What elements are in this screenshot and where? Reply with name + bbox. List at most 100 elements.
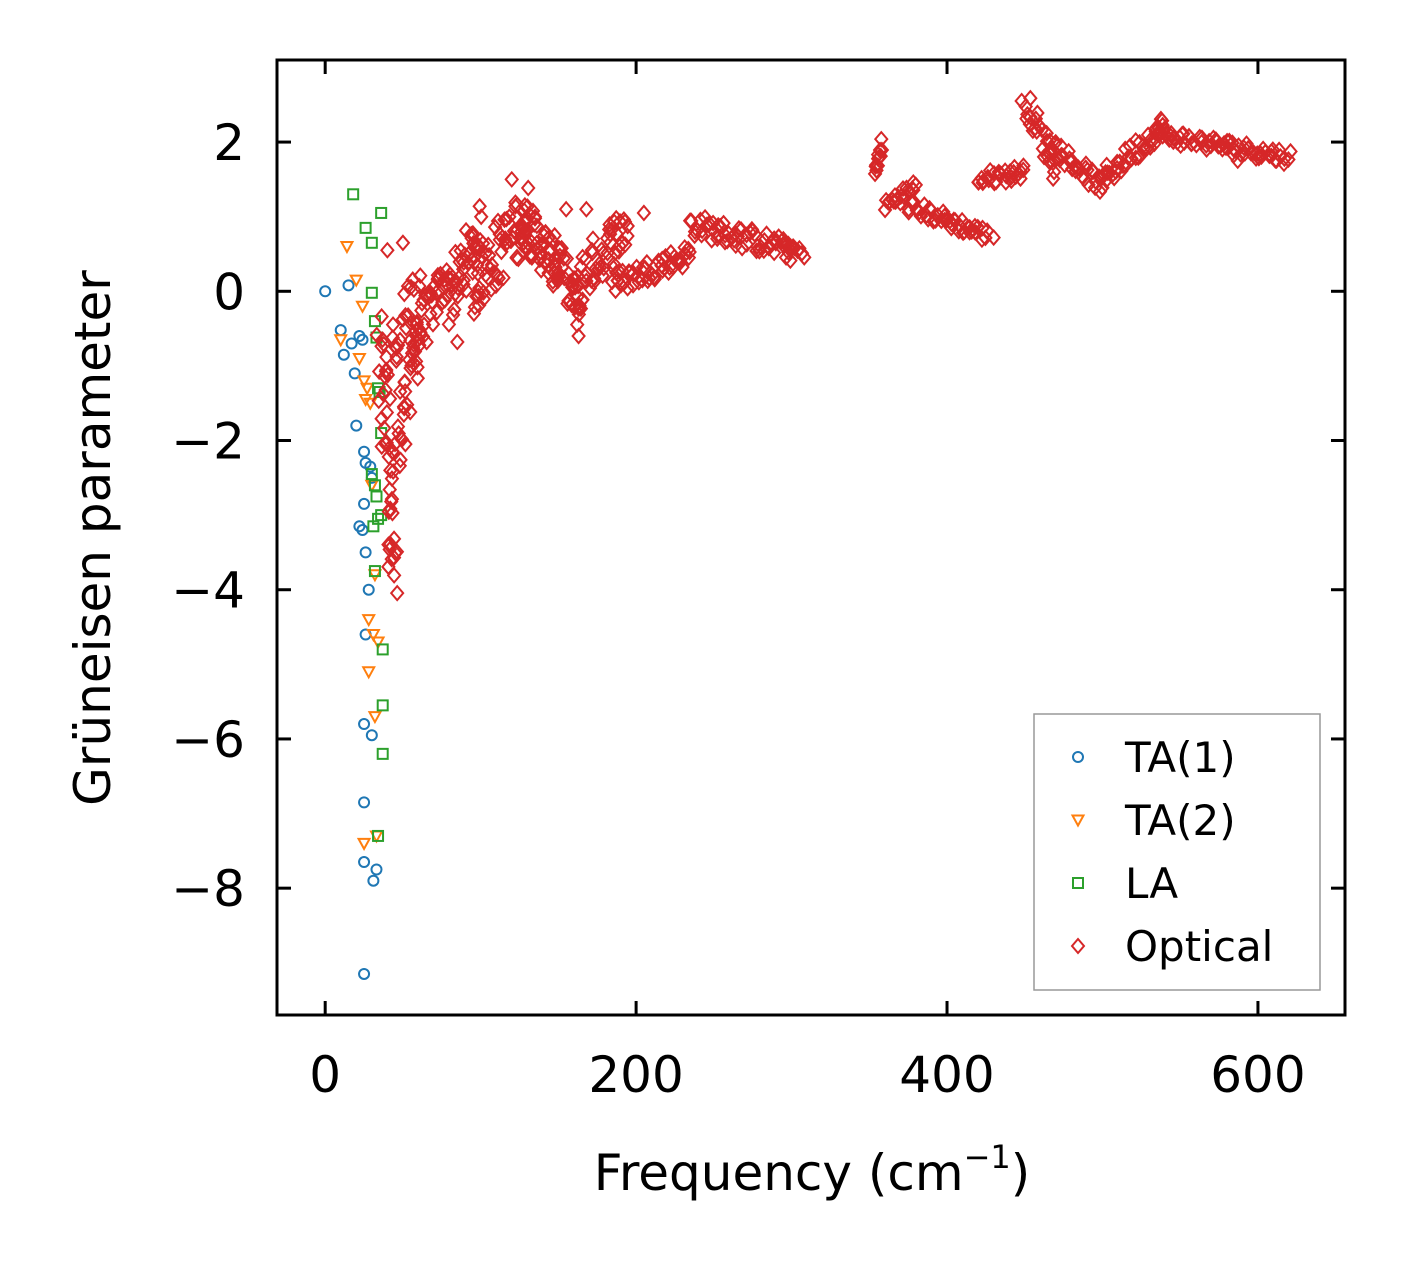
data-point [337, 348, 350, 361]
data-point [359, 221, 372, 234]
data-point [381, 536, 396, 554]
data-point [395, 310, 411, 328]
data-point [426, 277, 442, 295]
data-point [1198, 136, 1214, 154]
data-point [397, 373, 413, 391]
data-point [457, 246, 473, 264]
data-point [620, 217, 635, 235]
data-point [377, 434, 393, 452]
y-tick-label: −4 [171, 562, 245, 620]
data-point [682, 243, 697, 261]
data-point [739, 235, 755, 253]
y-axis-label: Grüneisen parameter [64, 270, 122, 806]
data-point [319, 285, 332, 298]
data-point [759, 225, 774, 243]
data-point [607, 244, 623, 262]
data-point [370, 636, 386, 650]
data-point [366, 628, 381, 643]
data-point [1053, 137, 1069, 155]
data-point [361, 614, 376, 628]
data-point [400, 307, 416, 325]
data-point [476, 283, 491, 301]
data-point [465, 224, 481, 242]
data-point [467, 298, 483, 316]
data-point [873, 130, 889, 148]
data-point [365, 286, 378, 299]
data-point [499, 233, 515, 252]
data-point [397, 383, 413, 401]
data-point [370, 863, 383, 876]
data-point [1023, 89, 1038, 107]
data-point [375, 206, 388, 219]
data-point [358, 967, 371, 980]
data-point [449, 273, 464, 291]
data-point [612, 237, 627, 255]
data-point [579, 200, 594, 218]
data-point [355, 300, 370, 314]
data-point [411, 277, 427, 295]
data-point [367, 711, 383, 725]
data-point [333, 334, 348, 348]
data-point [406, 281, 422, 299]
data-point [734, 239, 750, 257]
data-point [1269, 152, 1284, 170]
data-point [349, 274, 364, 288]
data-point [361, 666, 376, 680]
legend-la-label: LA [1125, 859, 1178, 908]
data-point [575, 291, 590, 309]
data-point [386, 566, 402, 584]
data-point [372, 829, 385, 842]
data-point [471, 296, 487, 314]
data-point [358, 796, 371, 809]
data-point [359, 546, 372, 559]
data-point [392, 457, 408, 475]
data-point [1092, 183, 1108, 201]
data-point [527, 209, 543, 227]
data-point [796, 248, 812, 266]
data-point [524, 233, 539, 251]
data-point [371, 392, 387, 410]
data-point [1045, 170, 1061, 188]
x-axis-ticks: 0 200 400 600 [309, 60, 1306, 1104]
data-point [603, 234, 618, 252]
data-point [358, 497, 371, 510]
data-point [1128, 149, 1144, 167]
x-tick-label: 200 [588, 1046, 683, 1104]
data-point [393, 451, 408, 469]
data-point [541, 250, 556, 268]
data-point [356, 375, 372, 389]
data-point [783, 252, 798, 270]
data-point [380, 241, 395, 259]
data-point [964, 222, 980, 240]
data-point [694, 226, 709, 244]
data-point [520, 179, 536, 197]
data-point [365, 468, 378, 481]
data-point [370, 490, 383, 503]
data-point [1147, 135, 1162, 153]
data-point [1046, 163, 1062, 181]
data-point [425, 315, 441, 333]
data-point [410, 358, 425, 376]
data-point [369, 326, 385, 344]
data-point [358, 718, 371, 731]
data-point [1095, 179, 1110, 197]
data-point [1003, 168, 1019, 186]
data-point [345, 337, 358, 350]
data-point [347, 188, 360, 201]
data-point [496, 269, 511, 287]
data-point [529, 217, 545, 235]
data-point [1008, 168, 1024, 186]
data-point [986, 229, 1001, 247]
data-point [381, 448, 397, 466]
data-point [870, 157, 886, 175]
data-point [376, 699, 389, 712]
data-point [906, 193, 922, 211]
x-tick-label: 600 [1210, 1046, 1305, 1104]
data-point [382, 481, 398, 499]
data-point [352, 352, 367, 367]
data-point [766, 244, 782, 262]
data-point [567, 298, 583, 316]
series-optical [369, 89, 1298, 602]
data-point [596, 259, 612, 277]
